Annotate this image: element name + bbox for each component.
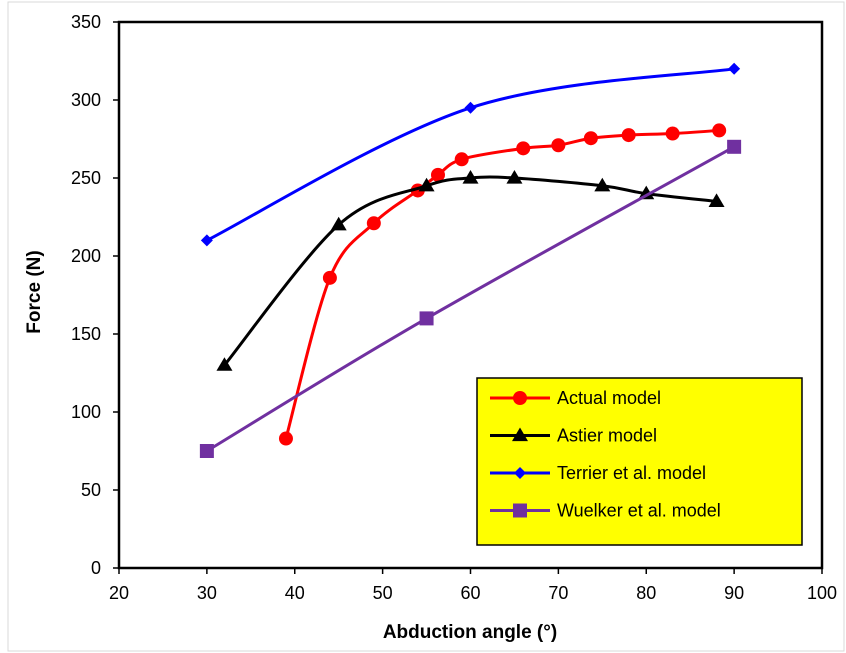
data-point: [216, 357, 233, 371]
legend-swatch-marker: [512, 427, 528, 442]
data-point: [638, 185, 655, 200]
series-astier-model: [216, 170, 725, 371]
data-point: [727, 139, 742, 154]
data-point: [583, 131, 598, 146]
data-point: [516, 141, 531, 156]
y-axis-title: Force (N): [24, 250, 45, 333]
data-point: [278, 431, 293, 446]
series-layer: [199, 62, 742, 458]
data-point: [199, 444, 214, 458]
x-tick-label: 70: [548, 583, 568, 603]
data-point: [665, 126, 680, 141]
series-line-astier-model: [223, 175, 717, 367]
legend: Actual model Astier model Terrier et al. m…: [476, 377, 803, 546]
data-point: [200, 234, 213, 247]
data-point: [419, 311, 434, 326]
chart-border: [7, 1, 845, 652]
data-point: [464, 101, 477, 114]
data-point: [462, 170, 479, 184]
x-tick-label: 20: [109, 583, 129, 603]
legend-item-wuelker-et-al-model: Wuelker et al. model: [490, 501, 721, 521]
axes: [7, 1, 845, 652]
data-point: [330, 216, 347, 231]
data-point: [454, 152, 469, 167]
legend-label: Terrier et al. model: [557, 463, 706, 483]
data-point: [418, 177, 435, 192]
series-terrier-et-al-model: [200, 62, 741, 247]
y-tick-label: 100: [71, 402, 101, 422]
data-point: [621, 128, 636, 143]
y-tick-label: 250: [71, 168, 101, 188]
y-tick-label: 50: [81, 480, 101, 500]
legend-swatch-marker: [513, 391, 527, 405]
x-axis-title: Abduction angle (°): [383, 622, 557, 643]
legend-item-terrier-et-al-model: Terrier et al. model: [490, 463, 706, 483]
tick-labels: 20 30 40 50 60 70 80 90 100 0 50 100 150 200 250 300 350: [71, 12, 837, 603]
legend-label: Wuelker et al. model: [557, 501, 721, 521]
data-point: [728, 62, 741, 75]
legend-label: Astier model: [557, 426, 657, 446]
data-point: [366, 216, 381, 231]
legend-item-actual-model: Actual model: [490, 388, 661, 408]
y-tick-label: 0: [91, 558, 101, 578]
y-tick-label: 300: [71, 90, 101, 110]
series-actual-model: [278, 123, 727, 446]
legend-swatch-marker: [513, 503, 527, 518]
legend-box: [476, 377, 803, 546]
x-tick-label: 50: [373, 583, 393, 603]
x-tick-label: 60: [460, 583, 480, 603]
y-tick-label: 200: [71, 246, 101, 266]
y-tick-label: 150: [71, 324, 101, 344]
x-tick-label: 100: [807, 583, 837, 603]
data-point: [322, 270, 337, 285]
legend-item-astier-model: Astier model: [490, 426, 657, 446]
series-wuelker-et-al-model: [199, 139, 742, 458]
y-tick-label: 350: [71, 12, 101, 32]
legend-swatch-marker: [514, 467, 526, 479]
data-point: [594, 177, 611, 192]
data-point: [506, 170, 523, 184]
legend-label: Actual model: [557, 388, 661, 408]
series-line-terrier-et-al-model: [206, 67, 735, 242]
data-point: [712, 123, 727, 138]
data-point: [708, 193, 725, 207]
x-tick-label: 90: [724, 583, 744, 603]
data-point: [551, 138, 566, 153]
x-tick-label: 30: [197, 583, 217, 603]
data-point: [430, 167, 445, 182]
x-tick-label: 40: [285, 583, 305, 603]
x-tick-label: 80: [636, 583, 656, 603]
